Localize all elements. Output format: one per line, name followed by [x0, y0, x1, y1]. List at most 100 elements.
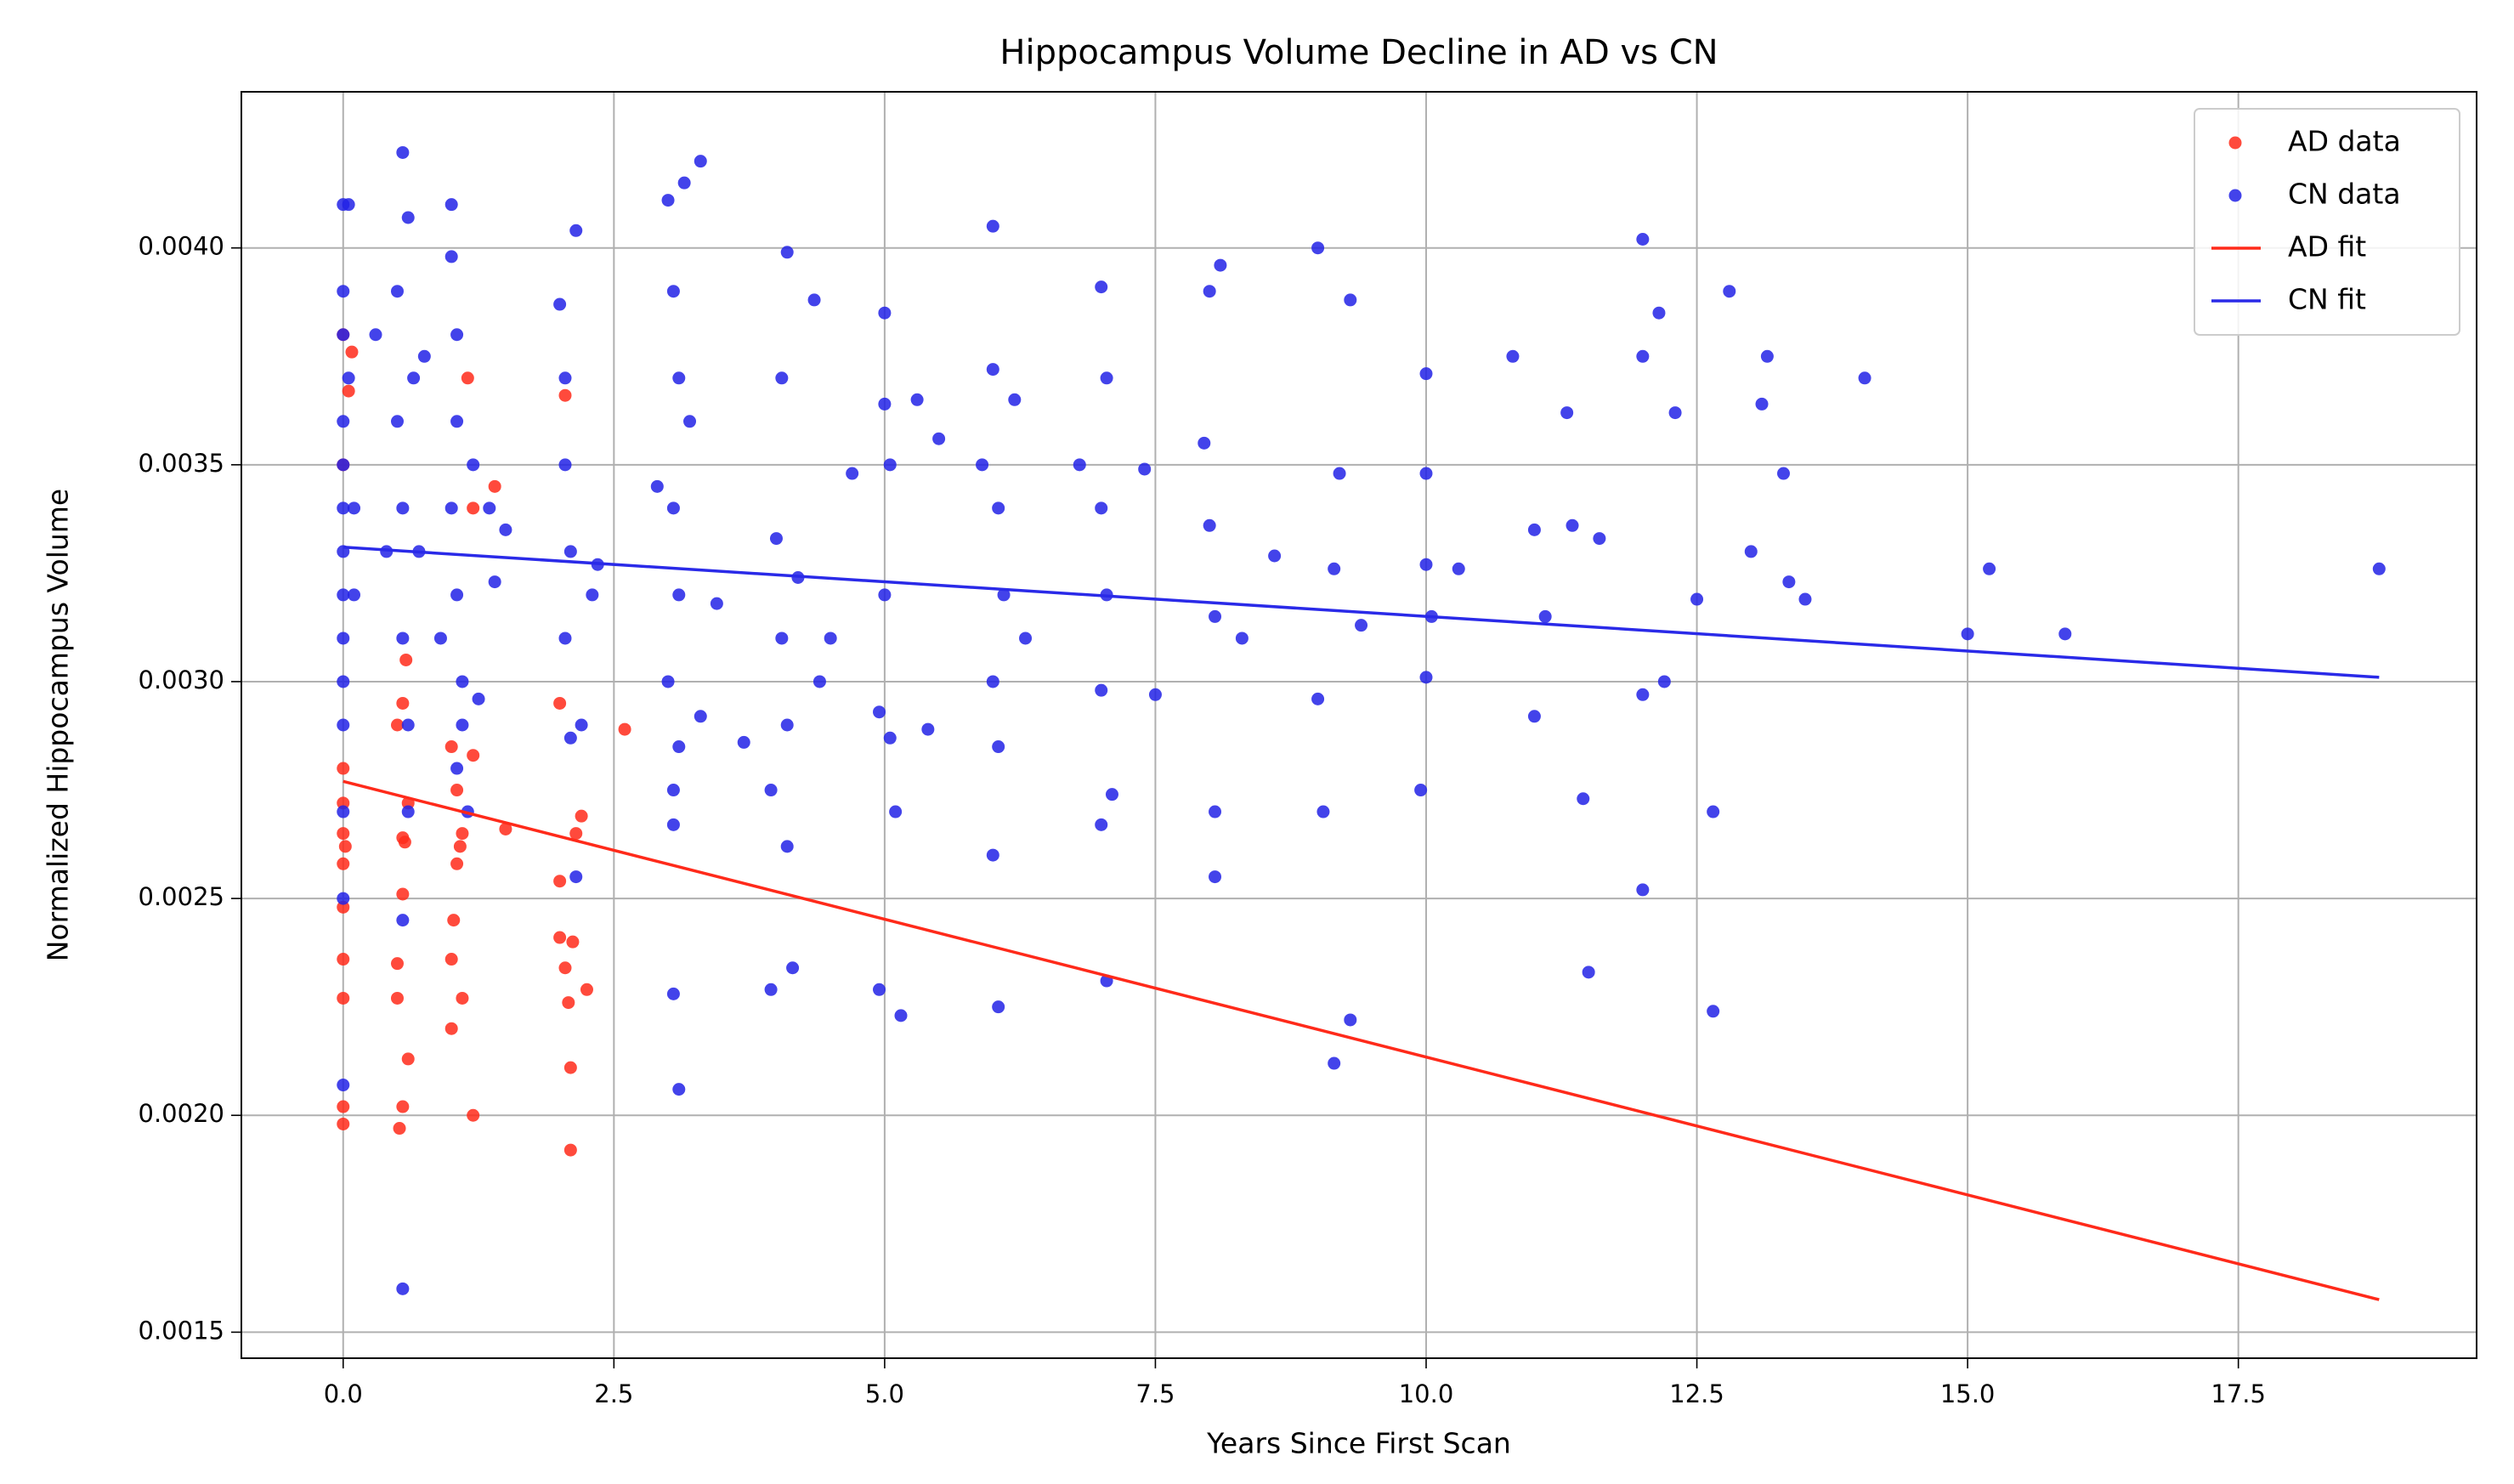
data-point: [1782, 575, 1796, 589]
data-point: [1452, 562, 1465, 575]
data-point: [390, 415, 404, 428]
data-point: [694, 155, 707, 168]
legend-label: CN fit: [2288, 283, 2366, 316]
data-point: [1776, 467, 1790, 480]
data-point: [390, 285, 404, 298]
data-point: [1333, 467, 1346, 480]
data-point: [1419, 367, 1433, 381]
x-tick-label: 15.0: [1940, 1379, 1996, 1408]
data-point: [1419, 671, 1433, 684]
data-point: [1983, 562, 1996, 575]
data-point: [873, 983, 886, 996]
data-point: [1316, 805, 1330, 818]
data-point: [444, 198, 458, 212]
data-point: [563, 545, 577, 558]
legend-box: [2194, 108, 2460, 336]
plot-frame: [241, 91, 2477, 1359]
data-point: [337, 632, 350, 645]
data-point: [672, 588, 686, 602]
data-point: [337, 805, 350, 818]
data-point: [401, 805, 415, 818]
data-point: [786, 961, 800, 975]
data-point: [337, 675, 350, 688]
data-point: [444, 501, 458, 515]
data-point: [337, 892, 350, 905]
data-point: [1582, 966, 1595, 979]
y-tick-label: 0.0030: [139, 666, 224, 694]
data-point: [1328, 1056, 1341, 1070]
data-point: [618, 722, 631, 736]
data-point: [932, 432, 946, 445]
y-tick-label: 0.0035: [139, 449, 224, 478]
y-tick-label: 0.0020: [139, 1099, 224, 1128]
data-point: [433, 632, 447, 645]
data-point: [764, 983, 778, 996]
data-point: [666, 784, 680, 797]
x-tick-label: 10.0: [1399, 1379, 1454, 1408]
data-point: [775, 632, 789, 645]
data-point: [976, 458, 989, 472]
data-point: [1235, 632, 1249, 645]
data-point: [563, 1143, 577, 1157]
x-axis-label: Years Since First Scan: [1206, 1427, 1511, 1460]
data-point: [769, 532, 783, 546]
data-point: [575, 718, 588, 732]
data-point: [456, 675, 469, 688]
data-point: [1506, 349, 1520, 363]
y-tick-label: 0.0025: [139, 882, 224, 911]
data-point: [780, 840, 794, 853]
data-point: [558, 388, 572, 402]
data-point: [1209, 805, 1222, 818]
data-point: [337, 415, 350, 428]
data-point: [396, 145, 410, 159]
data-point: [1198, 436, 1211, 450]
data-point: [1858, 371, 1871, 385]
data-point: [456, 827, 469, 841]
data-point: [575, 809, 588, 823]
data-point: [467, 501, 480, 515]
data-point: [889, 805, 903, 818]
y-tick-label: 0.0015: [139, 1316, 224, 1345]
legend-label: CN data: [2288, 178, 2401, 211]
data-point: [580, 983, 593, 996]
data-point: [1636, 688, 1650, 701]
data-point: [1355, 619, 1368, 632]
data-point: [488, 575, 501, 589]
data-point: [650, 479, 664, 493]
data-point: [1344, 1013, 1357, 1027]
data-point: [1203, 518, 1216, 532]
x-tick-label: 12.5: [1669, 1379, 1724, 1408]
data-point: [558, 458, 572, 472]
data-point: [444, 1022, 458, 1035]
data-point: [393, 1122, 406, 1136]
data-point: [1690, 592, 1704, 606]
data-point: [683, 415, 697, 428]
legend-label: AD data: [2288, 125, 2401, 158]
data-point: [1100, 371, 1113, 385]
data-point: [553, 875, 567, 888]
data-point: [337, 285, 350, 298]
data-point: [401, 718, 415, 732]
data-point: [1328, 562, 1341, 575]
data-point: [488, 479, 501, 493]
y-tick-label: 0.0040: [139, 232, 224, 261]
data-point: [1105, 788, 1118, 801]
data-point: [1419, 558, 1433, 571]
data-point: [878, 306, 892, 320]
data-point: [986, 363, 999, 377]
data-point: [1209, 609, 1222, 623]
data-point: [1577, 792, 1590, 806]
data-point: [661, 675, 675, 688]
data-point: [910, 393, 924, 406]
data-point: [672, 371, 686, 385]
data-point: [1311, 692, 1325, 705]
data-point: [1593, 532, 1606, 546]
data-point: [694, 710, 707, 723]
data-point: [666, 285, 680, 298]
data-point: [992, 1000, 1005, 1014]
data-point: [553, 696, 567, 710]
data-point: [342, 384, 355, 398]
data-point: [399, 653, 413, 666]
data-point: [337, 328, 350, 342]
